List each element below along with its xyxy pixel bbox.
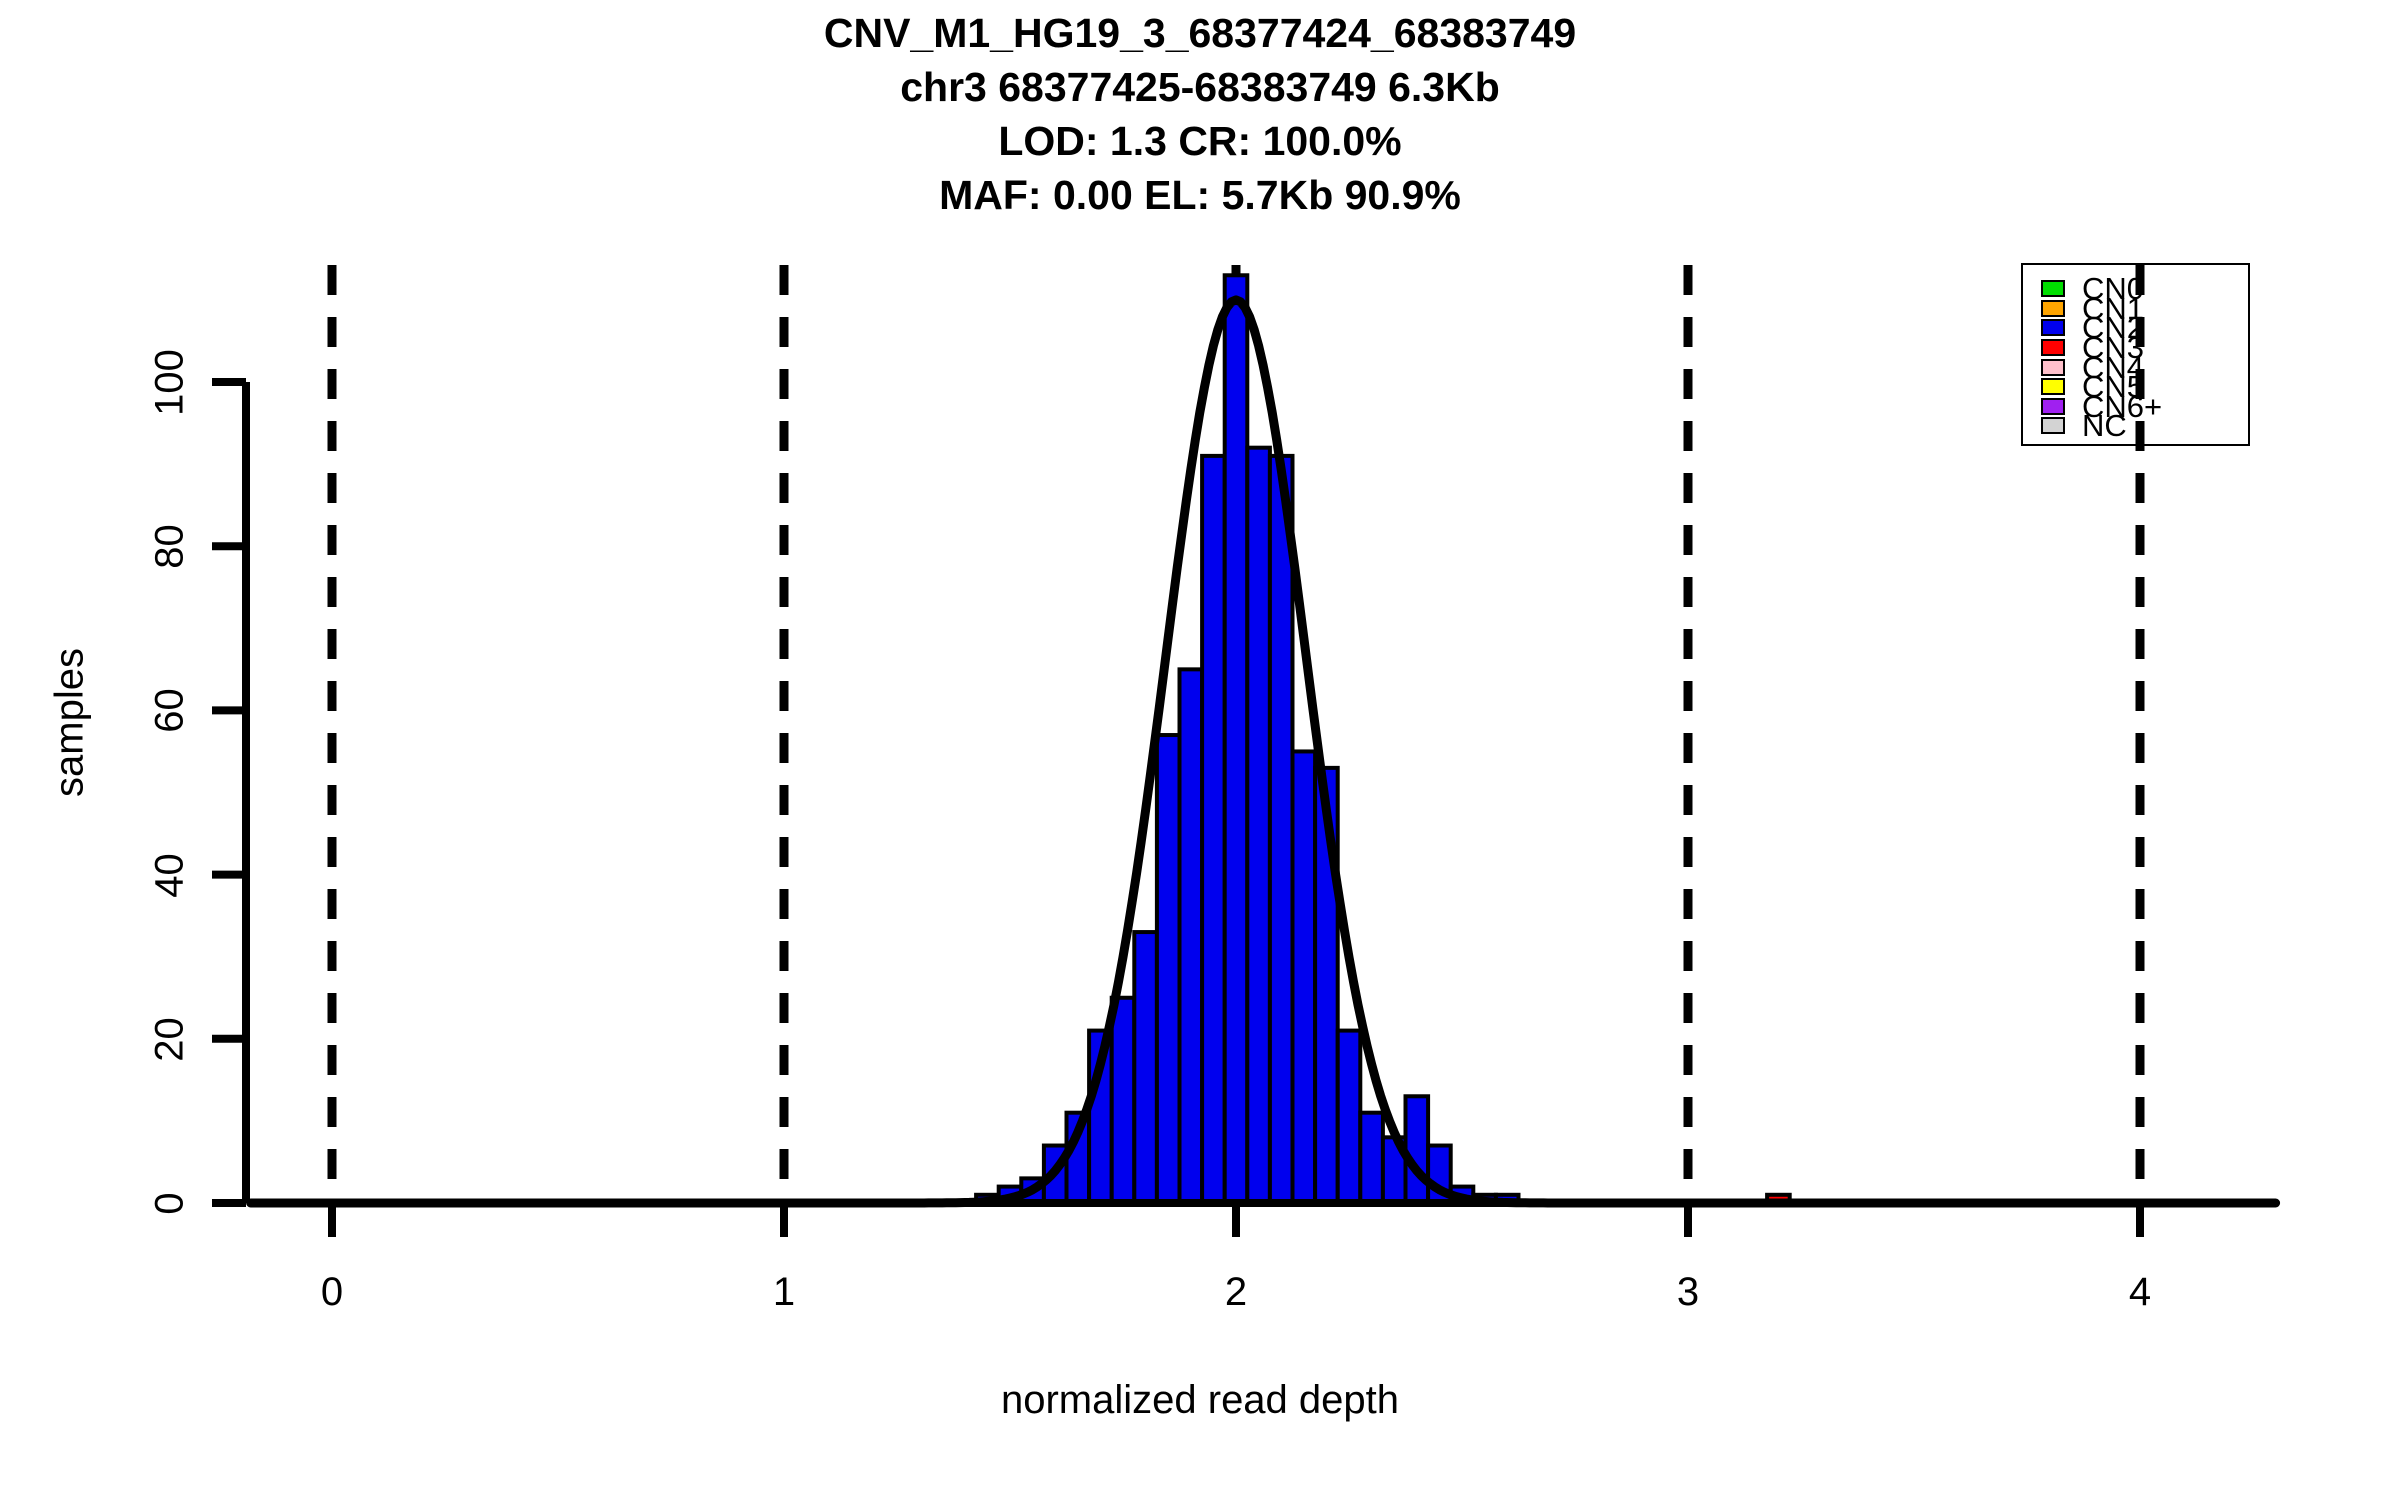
histogram-bar xyxy=(1290,749,1318,1205)
legend-label: NC xyxy=(2082,408,2127,444)
legend-box: CN0 CN1 CN2 CN3 CN4 CN5 CN6+ NC xyxy=(2021,263,2250,446)
legend-swatch-icon xyxy=(2041,339,2065,357)
legend-label: CN2 xyxy=(2082,310,2145,346)
legend-label: CN1 xyxy=(2082,290,2145,326)
legend-swatch-icon xyxy=(2041,319,2065,337)
histogram-bar xyxy=(1267,453,1295,1205)
legend-swatch-icon xyxy=(2041,417,2065,435)
y-tick-label-0: 0 xyxy=(147,1192,192,1215)
legend-items: CN0 CN1 CN2 CN3 CN4 CN5 CN6+ NC xyxy=(2023,265,2248,444)
x-tick-label-1: 1 xyxy=(772,1270,796,1314)
histogram-bar xyxy=(1222,273,1250,1205)
legend-label: CN0 xyxy=(2082,271,2145,307)
legend-label: CN4 xyxy=(2082,349,2145,385)
histogram-bar xyxy=(1245,445,1272,1205)
y-tick-label-80: 80 xyxy=(147,524,192,569)
histogram-bar xyxy=(1132,930,1159,1205)
histogram-bar xyxy=(1177,667,1205,1205)
y-tick-label-100: 100 xyxy=(147,349,192,416)
x-tick-label-0: 0 xyxy=(320,1270,344,1314)
legend-item-cn1[interactable]: CN1 xyxy=(2041,293,2248,324)
legend-swatch-icon xyxy=(2041,280,2065,298)
histogram-bar xyxy=(1154,733,1182,1206)
legend-item-cn3[interactable]: CN3 xyxy=(2041,332,2248,363)
title-line-2: chr3 68377425-68383749 6.3Kb xyxy=(900,64,1500,110)
histogram-bar xyxy=(1358,1110,1385,1205)
histogram-bar xyxy=(1109,995,1137,1205)
legend-item-cn0[interactable]: CN0 xyxy=(2041,273,2248,304)
legend-item-cn4[interactable]: CN4 xyxy=(2041,352,2248,383)
y-axis-label: samples xyxy=(47,648,92,797)
legend-label: CN3 xyxy=(2082,330,2145,366)
title-line-3: LOD: 1.3 CR: 100.0% xyxy=(998,118,1402,164)
y-tick-label-40: 40 xyxy=(147,852,192,898)
y-tick-label-60: 60 xyxy=(147,688,192,734)
x-tick-label-2: 2 xyxy=(1224,1270,1248,1314)
histogram-bar xyxy=(1335,1028,1363,1205)
y-tick-label-20: 20 xyxy=(147,1017,192,1062)
legend-swatch-icon xyxy=(2041,299,2065,317)
title-line-4: MAF: 0.00 EL: 5.7Kb 90.9% xyxy=(939,172,1461,218)
chart-title-block: CNV_M1_HG19_3_68377424_68383749 chr3 683… xyxy=(0,6,2400,222)
legend-item-cn6plus[interactable]: CN6+ xyxy=(2041,391,2248,422)
x-axis-label: normalized read depth xyxy=(1000,1378,1400,1422)
x-tick-label-4: 4 xyxy=(2128,1270,2152,1314)
legend-item-cn5[interactable]: CN5 xyxy=(2041,371,2248,402)
title-line-1: CNV_M1_HG19_3_68377424_68383749 xyxy=(823,10,1577,56)
x-tick-label-3: 3 xyxy=(1676,1270,1700,1314)
legend-label: CN6+ xyxy=(2082,388,2163,424)
legend-item-nc[interactable]: NC xyxy=(2041,410,2248,441)
legend-swatch-icon xyxy=(2041,397,2065,415)
legend-label: CN5 xyxy=(2082,369,2145,405)
histogram-bar xyxy=(1403,1094,1431,1206)
legend-swatch-icon xyxy=(2041,378,2065,396)
legend-swatch-icon xyxy=(2041,358,2065,376)
legend-item-cn2[interactable]: CN2 xyxy=(2041,312,2248,343)
axis-lines xyxy=(212,378,2276,1237)
histogram-bar xyxy=(1200,453,1227,1205)
